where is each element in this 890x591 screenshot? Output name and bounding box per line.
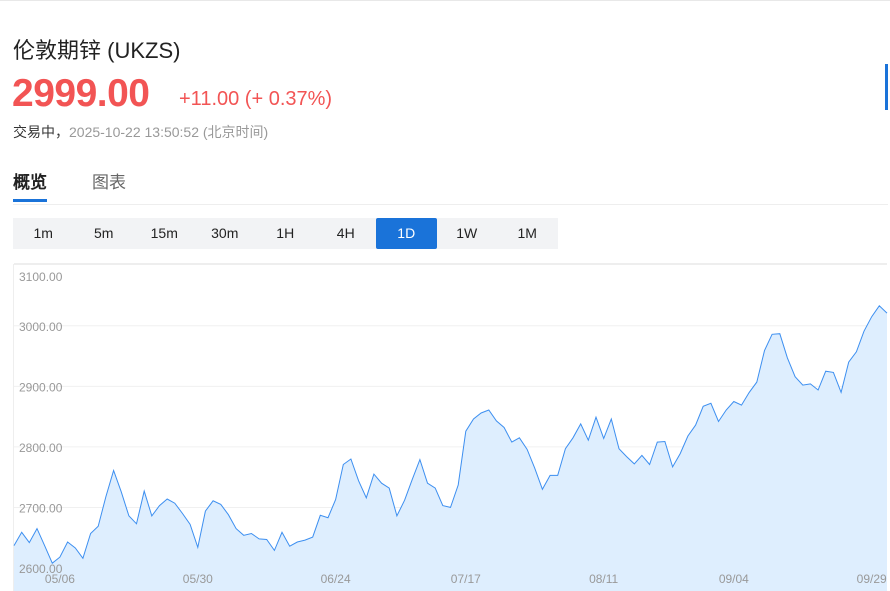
y-tick-label: 3100.00 bbox=[19, 270, 63, 284]
price-change: +11.00 (+ 0.37%) bbox=[179, 88, 333, 110]
x-tick-label: 07/17 bbox=[451, 572, 481, 586]
y-tick-label: 2800.00 bbox=[19, 441, 63, 455]
x-tick-label: 08/11 bbox=[589, 572, 618, 586]
top-divider bbox=[0, 0, 890, 1]
period-1mo[interactable]: 1M bbox=[517, 225, 537, 241]
y-tick-label: 2700.00 bbox=[19, 501, 63, 515]
x-tick-label: 06/24 bbox=[321, 572, 351, 586]
period-1d[interactable]: 1D bbox=[376, 218, 437, 249]
last-price: 2999.00 bbox=[12, 72, 150, 115]
period-15m[interactable]: 15m bbox=[150, 225, 178, 241]
timestamp: 2025-10-22 13:50:52 (北京时间) bbox=[69, 124, 269, 140]
side-panel-handle[interactable] bbox=[885, 64, 888, 110]
period-4h[interactable]: 4H bbox=[336, 225, 355, 241]
y-tick-label: 2900.00 bbox=[19, 380, 63, 394]
instrument-title: 伦敦期锌 (UKZS) bbox=[13, 38, 181, 63]
tab-bar: 概览 图表 bbox=[13, 168, 888, 205]
y-tick-label: 2600.00 bbox=[19, 562, 63, 576]
x-tick-label: 05/30 bbox=[183, 572, 213, 586]
x-tick-label: 09/29 bbox=[857, 572, 887, 586]
tab-overview[interactable]: 概览 bbox=[13, 168, 47, 202]
y-tick-label: 3000.00 bbox=[19, 320, 63, 334]
x-tick-label: 09/04 bbox=[719, 572, 749, 586]
period-selector: 1m 5m 15m 30m 1H 4H 1D 1W 1M bbox=[13, 218, 558, 249]
trading-status: 交易中，2025-10-22 13:50:52 (北京时间) bbox=[13, 122, 268, 142]
status-label: 交易中， bbox=[13, 124, 69, 140]
price-area bbox=[14, 305, 887, 591]
period-30m[interactable]: 30m bbox=[211, 225, 239, 241]
tab-chart[interactable]: 图表 bbox=[92, 173, 126, 192]
period-1m[interactable]: 1m bbox=[33, 225, 53, 241]
period-1h[interactable]: 1H bbox=[276, 225, 295, 241]
price-chart[interactable]: 3100.00 3000.00 2900.00 2800.00 2700.00 2600.… bbox=[0, 262, 890, 591]
price-line bbox=[13, 305, 888, 564]
period-5m[interactable]: 5m bbox=[94, 225, 114, 241]
period-1w[interactable]: 1W bbox=[456, 225, 478, 241]
x-tick-label: 05/06 bbox=[45, 572, 75, 586]
